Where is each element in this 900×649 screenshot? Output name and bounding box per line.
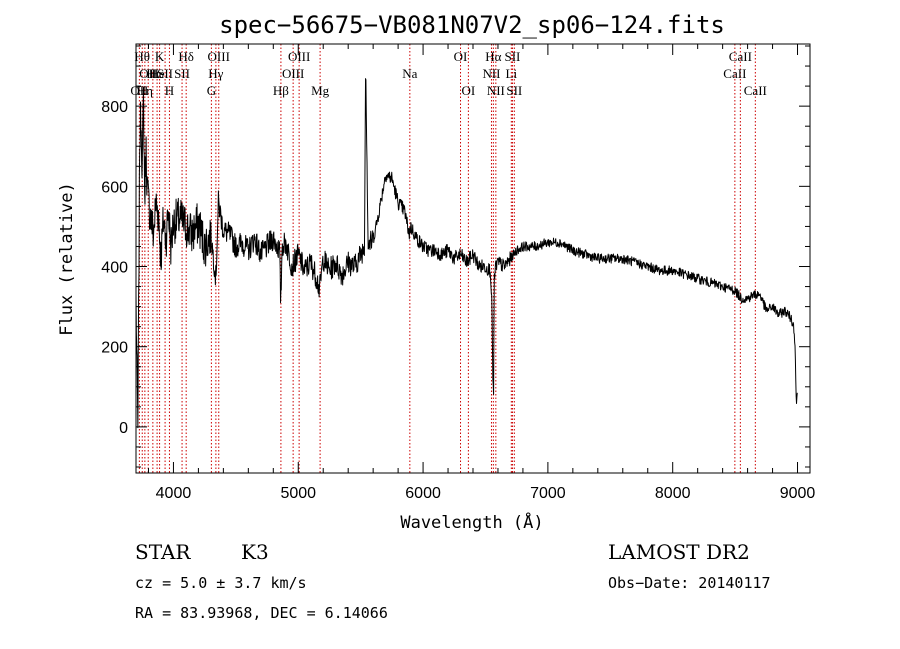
line-labels: OIIHθHηOIIHιHeKSIIHSIIHδGHγOIIIHβOIIIOII… <box>130 49 767 98</box>
line-label: OI <box>462 83 476 98</box>
line-markers <box>138 44 756 473</box>
line-label: OI <box>454 49 468 64</box>
y-tick-label: 0 <box>119 420 128 437</box>
subclass-label: K3 <box>241 540 269 564</box>
line-label: Hι <box>146 66 159 81</box>
spectrum-line <box>135 78 798 429</box>
line-label: NII <box>487 83 505 98</box>
line-label: SII <box>157 66 173 81</box>
line-label: Li <box>506 66 518 81</box>
redshift-label: cz = 5.0 ± 3.7 km/s <box>135 574 307 592</box>
line-label: Hδ <box>178 49 194 64</box>
class-label: STAR <box>135 540 191 564</box>
x-tick-label: 6000 <box>405 485 441 502</box>
line-label: SII <box>504 49 520 64</box>
line-label: Hθ <box>134 49 150 64</box>
chart-title: spec−56675−VB081N07V2_sp06−124.fits <box>219 11 725 39</box>
coords-label: RA = 83.93968, DEC = 6.14066 <box>135 604 388 622</box>
line-label: Hγ <box>208 66 223 81</box>
line-label: Mg <box>311 83 330 98</box>
line-label: Na <box>402 66 417 81</box>
x-tick-label: 4000 <box>156 485 192 502</box>
line-label: OIII <box>288 49 310 64</box>
line-label: CaII <box>744 83 767 98</box>
line-label: SII <box>506 83 522 98</box>
line-label: G <box>207 83 216 98</box>
line-label: CaII <box>729 49 752 64</box>
y-axis-label: Flux (relative) <box>57 182 77 336</box>
obs-date-label: Obs−Date: 20140117 <box>608 574 771 592</box>
line-label: NII <box>482 66 500 81</box>
x-tick-label: 8000 <box>655 485 691 502</box>
line-label: SII <box>174 66 190 81</box>
x-axis-label: Wavelength (Å) <box>400 511 543 533</box>
line-label: K <box>155 49 165 64</box>
line-label: Hη <box>137 83 153 98</box>
y-tick-label: 200 <box>101 340 128 357</box>
x-tick-label: 9000 <box>780 485 816 502</box>
line-label: Hβ <box>273 83 289 98</box>
line-label: He <box>150 66 165 81</box>
y-tick-label: 600 <box>101 179 128 196</box>
survey-label: LAMOST DR2 <box>608 540 750 564</box>
line-label: OII <box>139 66 157 81</box>
line-label: H <box>165 83 174 98</box>
line-label: OIII <box>208 49 230 64</box>
line-label: CaII <box>723 66 746 81</box>
x-tick-label: 5000 <box>280 485 316 502</box>
line-label: OII <box>130 83 148 98</box>
line-label: Hα <box>485 49 501 64</box>
x-tick-label: 7000 <box>530 485 566 502</box>
plot-frame <box>135 43 811 474</box>
y-tick-label: 800 <box>101 99 128 116</box>
y-tick-label: 400 <box>101 260 128 277</box>
line-label: OIII <box>282 66 304 81</box>
axis-ticks: 4000 5000 6000 7000 8000 9000 0 200 400 600 800 <box>101 44 815 502</box>
